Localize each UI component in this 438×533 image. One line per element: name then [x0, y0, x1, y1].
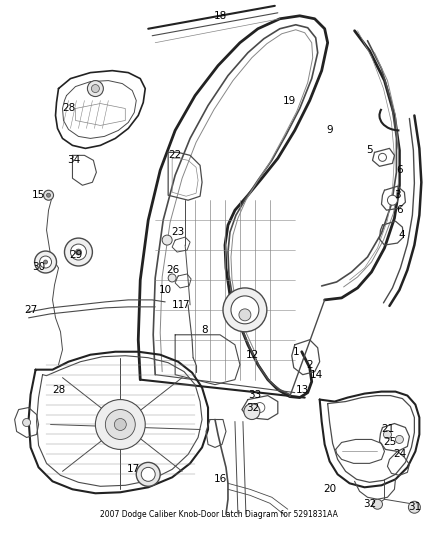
Text: 25: 25 [383, 438, 396, 447]
Text: 31: 31 [408, 502, 421, 512]
Circle shape [95, 400, 145, 449]
Circle shape [378, 154, 386, 161]
Circle shape [255, 402, 265, 413]
Text: 9: 9 [326, 125, 333, 135]
Circle shape [396, 435, 403, 443]
Text: 28: 28 [52, 385, 65, 394]
Text: 24: 24 [393, 449, 406, 459]
Text: 11: 11 [172, 300, 185, 310]
Circle shape [64, 238, 92, 266]
Text: 14: 14 [310, 370, 323, 379]
Text: 18: 18 [213, 11, 226, 21]
Circle shape [106, 409, 135, 439]
Text: 30: 30 [32, 262, 45, 272]
Circle shape [372, 499, 382, 509]
Circle shape [408, 501, 420, 513]
Text: 17: 17 [127, 464, 140, 474]
Circle shape [75, 249, 81, 255]
Text: 23: 23 [172, 227, 185, 237]
Circle shape [239, 309, 251, 321]
Text: 8: 8 [202, 325, 208, 335]
Text: 2: 2 [307, 360, 313, 370]
Text: 13: 13 [296, 385, 309, 394]
Text: 15: 15 [32, 190, 45, 200]
Circle shape [43, 190, 53, 200]
Text: 26: 26 [166, 265, 180, 275]
Circle shape [231, 296, 259, 324]
Circle shape [244, 403, 260, 419]
Text: 21: 21 [381, 424, 394, 434]
Circle shape [162, 235, 172, 245]
Text: 3: 3 [394, 190, 401, 200]
Text: 33: 33 [248, 390, 261, 400]
Text: 34: 34 [67, 155, 80, 165]
Text: 22: 22 [169, 150, 182, 160]
Text: 32: 32 [246, 402, 260, 413]
Text: 12: 12 [246, 350, 260, 360]
Circle shape [71, 244, 86, 260]
Circle shape [141, 467, 155, 481]
Text: 4: 4 [398, 230, 405, 240]
Circle shape [136, 462, 160, 486]
Text: 2007 Dodge Caliber Knob-Door Latch Diagram for 5291831AA: 2007 Dodge Caliber Knob-Door Latch Diagr… [100, 510, 338, 519]
Circle shape [384, 431, 392, 439]
Text: 16: 16 [213, 474, 226, 484]
Text: 20: 20 [323, 484, 336, 494]
Circle shape [88, 80, 103, 96]
Text: 32: 32 [363, 499, 376, 509]
Circle shape [388, 195, 397, 205]
Text: 28: 28 [62, 102, 75, 112]
Text: 6: 6 [396, 205, 403, 215]
Circle shape [39, 256, 52, 268]
Text: 5: 5 [366, 146, 373, 155]
Text: 7: 7 [182, 300, 188, 310]
Circle shape [35, 251, 57, 273]
Text: 6: 6 [396, 165, 403, 175]
Circle shape [43, 260, 48, 264]
Circle shape [168, 274, 176, 282]
Circle shape [46, 193, 50, 197]
Circle shape [23, 418, 31, 426]
Circle shape [92, 85, 99, 93]
Circle shape [223, 288, 267, 332]
Text: 27: 27 [24, 305, 37, 315]
Text: 1: 1 [293, 347, 299, 357]
Text: 29: 29 [69, 250, 82, 260]
Text: 19: 19 [283, 95, 297, 106]
Text: 10: 10 [159, 285, 172, 295]
Circle shape [114, 418, 126, 431]
